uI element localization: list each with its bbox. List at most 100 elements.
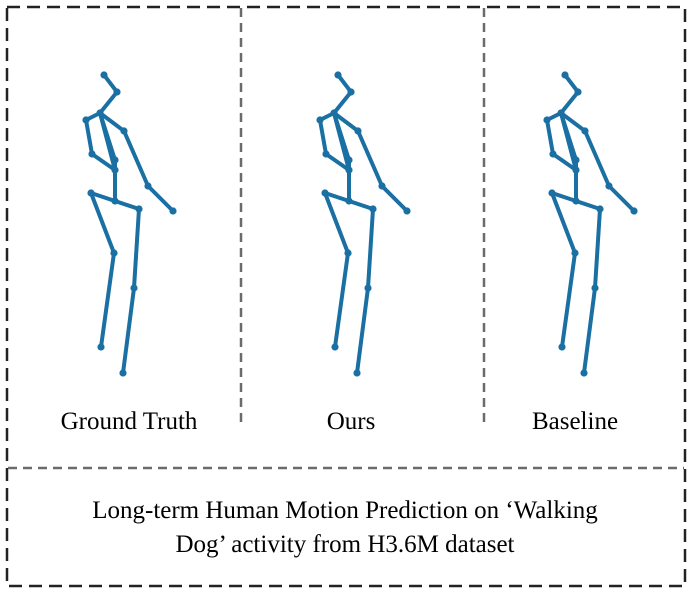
bone-lsh-lel: [545, 118, 555, 156]
joint-rknee: [591, 284, 599, 292]
bone-hipc-lhip: [89, 191, 117, 203]
bone-lsh-lel: [318, 118, 328, 156]
joint-rwr: [169, 207, 177, 215]
bone-rknee-rank: [121, 286, 136, 375]
bone-rknee-rank: [582, 286, 597, 375]
joint-rhip: [596, 205, 604, 213]
bone-lsh-lel: [84, 118, 94, 156]
bone-rel-rwr: [380, 184, 409, 213]
bone-rel-rwr: [146, 184, 175, 213]
joint-hipc: [345, 197, 353, 205]
bone-thorax-rsh: [559, 111, 587, 133]
joint-thorax: [557, 109, 565, 117]
joint-spine: [111, 156, 119, 164]
bone-rhip-rknee: [366, 207, 375, 290]
caption: Long-term Human Motion Prediction on ‘Wa…: [10, 494, 680, 562]
joint-thorax: [330, 109, 338, 117]
bone-hipc-rhip: [347, 199, 375, 211]
bone-lhip-lknee: [550, 191, 577, 255]
bone-neck-thorax: [559, 90, 580, 115]
joint-lwr: [572, 166, 580, 174]
panel-label-baseline: Baseline: [531, 408, 619, 435]
joint-lank: [331, 343, 339, 351]
bone-lel-lwr: [90, 152, 117, 172]
outer-dashed-frame: [5, 5, 687, 588]
joint-rwr: [630, 207, 638, 215]
panel-label-ground-truth: Ground Truth: [60, 408, 198, 435]
joint-rank: [119, 369, 127, 377]
skeleton-ground-truth: [82, 71, 177, 377]
joint-spine: [345, 156, 353, 164]
joint-lank: [558, 343, 566, 351]
joint-lank: [97, 343, 105, 351]
bone-rel-rwr: [607, 184, 636, 213]
bone-thorax-spine: [332, 111, 351, 162]
joint-rank: [353, 369, 361, 377]
bone-hipc-rhip: [113, 199, 141, 211]
joint-rsh: [581, 127, 589, 135]
skeleton-baseline: [543, 71, 638, 377]
joint-rwr: [403, 207, 411, 215]
joint-lwr: [111, 166, 119, 174]
joint-rel: [605, 182, 613, 190]
bone-lknee-lank: [99, 251, 116, 349]
joint-lel: [88, 150, 96, 158]
bone-lhip-lknee: [323, 191, 350, 255]
joint-rknee: [364, 284, 372, 292]
bone-hipc-lhip: [323, 191, 351, 203]
joint-head: [561, 71, 569, 79]
bone-hipc-rhip: [574, 199, 602, 211]
joint-lsh: [543, 116, 551, 124]
bone-lknee-lank: [560, 251, 577, 349]
joint-lel: [322, 150, 330, 158]
skeleton-ours: [316, 71, 411, 377]
joint-lknee: [571, 249, 579, 257]
bone-neck-thorax: [98, 90, 119, 115]
joint-hipc: [111, 197, 119, 205]
joint-spine: [572, 156, 580, 164]
joint-hipc: [572, 197, 580, 205]
joint-head: [100, 71, 108, 79]
bone-rknee-rank: [355, 286, 370, 375]
bone-lhip-lknee: [89, 191, 116, 255]
joint-lsh: [82, 116, 90, 124]
panel-label-ours: Ours: [326, 408, 376, 435]
bone-lknee-lank: [333, 251, 350, 349]
joint-rank: [580, 369, 588, 377]
bone-rhip-rknee: [132, 207, 141, 290]
bone-hipc-lhip: [550, 191, 578, 203]
joint-head: [334, 71, 342, 79]
joint-rhip: [135, 205, 143, 213]
bone-rhip-rknee: [593, 207, 602, 290]
joint-lsh: [316, 116, 324, 124]
caption-line-2: Dog’ activity from H3.6M dataset: [175, 531, 515, 558]
bone-rsh-rel: [356, 129, 384, 188]
joint-thorax: [96, 109, 104, 117]
joint-rel: [378, 182, 386, 190]
bone-thorax-rsh: [332, 111, 360, 133]
bone-thorax-spine: [559, 111, 578, 162]
joint-neck: [113, 88, 121, 96]
joint-neck: [574, 88, 582, 96]
joint-lhip: [321, 189, 329, 197]
joint-lwr: [345, 166, 353, 174]
bone-rsh-rel: [583, 129, 611, 188]
caption-line-1: Long-term Human Motion Prediction on ‘Wa…: [92, 497, 598, 524]
bone-thorax-spine: [98, 111, 117, 162]
joint-lhip: [548, 189, 556, 197]
joint-rel: [144, 182, 152, 190]
joint-lhip: [87, 189, 95, 197]
joint-rsh: [354, 127, 362, 135]
joint-neck: [347, 88, 355, 96]
bone-thorax-rsh: [98, 111, 126, 133]
joint-rknee: [130, 284, 138, 292]
joint-lknee: [344, 249, 352, 257]
bone-lel-lwr: [551, 152, 578, 172]
bone-neck-thorax: [332, 90, 353, 115]
joint-lknee: [110, 249, 118, 257]
bone-rsh-rel: [122, 129, 150, 188]
joint-rhip: [369, 205, 377, 213]
joint-lel: [549, 150, 557, 158]
